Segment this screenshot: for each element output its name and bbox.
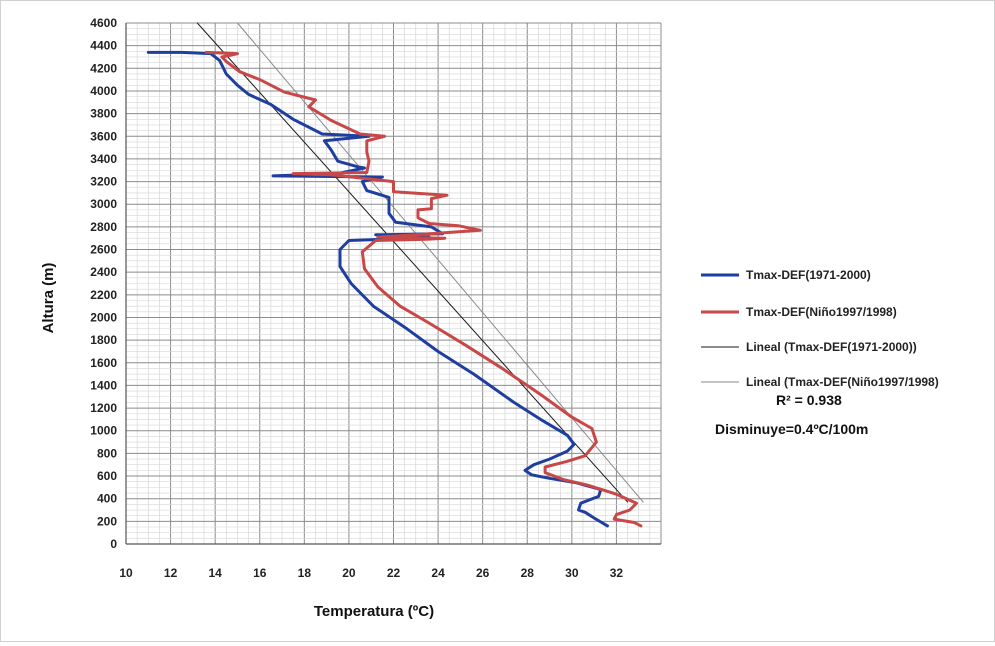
y-tick-label: 2000 (90, 310, 117, 324)
x-tick-label: 20 (342, 566, 356, 580)
y-tick-label: 200 (97, 514, 117, 528)
y-tick-label: 2800 (90, 220, 117, 234)
y-tick-label: 3000 (90, 197, 117, 211)
legend-label-1: Tmax-DEF(1971-2000) (746, 268, 871, 282)
x-tick-label: 24 (431, 566, 445, 580)
y-tick-label: 1800 (90, 333, 117, 347)
grid (125, 22, 662, 545)
decrease-rate-annotation: Disminuye=0.4ºC/100m (715, 421, 868, 437)
series-lines (146, 22, 644, 528)
y-tick-label: 400 (97, 492, 117, 506)
y-tick-label: 4000 (90, 84, 117, 98)
y-tick-label: 2200 (90, 288, 117, 302)
x-tick-label: 18 (298, 566, 312, 580)
y-tick-label: 600 (97, 469, 117, 483)
x-tick-label: 22 (387, 566, 401, 580)
x-tick-label: 12 (164, 566, 178, 580)
y-tick-label: 2600 (90, 243, 117, 257)
y-tick-label: 4200 (90, 61, 117, 75)
x-tick-label: 16 (253, 566, 267, 580)
y-tick-label: 4600 (90, 16, 117, 30)
legend-label-3: Lineal (Tmax-DEF(1971-2000)) (746, 340, 917, 354)
legend: Tmax-DEF(1971-2000) Tmax-DEF(Niño1997/199… (701, 268, 939, 389)
y-tick-label: 1600 (90, 356, 117, 370)
x-tick-label: 10 (119, 566, 133, 580)
r-squared-annotation: R² = 0.938 (776, 392, 842, 408)
legend-label-4: Lineal (Tmax-DEF(Niño1997/1998) (746, 375, 939, 389)
legend-label-2: Tmax-DEF(Niño1997/1998) (746, 305, 897, 319)
y-tick-label: 3200 (90, 175, 117, 189)
x-tick-label: 30 (565, 566, 579, 580)
x-axis-title: Temperatura (ºC) (314, 603, 434, 620)
x-tick-label: 14 (208, 566, 222, 580)
y-tick-label: 1400 (90, 378, 117, 392)
series-line-3 (196, 22, 629, 503)
x-tick-label: 32 (610, 566, 624, 580)
y-tick-label: 3800 (90, 107, 117, 121)
y-tick-label: 4400 (90, 39, 117, 53)
y-tick-label: 800 (97, 446, 117, 460)
y-tick-label: 3400 (90, 152, 117, 166)
x-tick-label: 26 (476, 566, 490, 580)
y-tick-label: 0 (110, 537, 117, 551)
axes (125, 23, 661, 545)
y-tick-label: 1000 (90, 424, 117, 438)
x-tick-label: 28 (521, 566, 535, 580)
y-axis-title: Altura (m) (40, 263, 57, 334)
y-tick-label: 1200 (90, 401, 117, 415)
series-line-2 (204, 50, 643, 528)
tick-labels: 10 12 14 16 18 20 22 24 26 28 30 32 0 200 400 600 800 100… (90, 16, 623, 580)
y-tick-label: 2400 (90, 265, 117, 279)
y-tick-label: 3600 (90, 129, 117, 143)
series-line-4 (237, 22, 644, 503)
